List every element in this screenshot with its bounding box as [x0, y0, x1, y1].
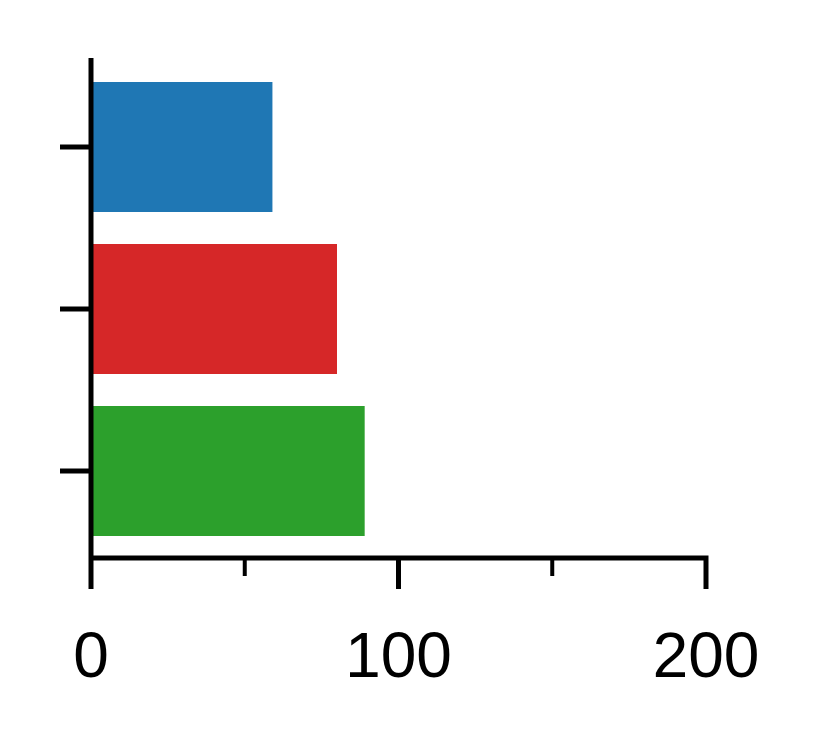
bar-2: [91, 406, 365, 536]
tick-labels: 0 100 200: [73, 619, 759, 691]
x-tick-label-0: 0: [73, 619, 109, 691]
axes: [60, 58, 709, 589]
bars: [91, 82, 365, 536]
bar-1: [91, 244, 337, 374]
x-tick-label-1: 100: [345, 619, 452, 691]
bar-0: [91, 82, 273, 212]
x-tick-label-2: 200: [653, 619, 760, 691]
